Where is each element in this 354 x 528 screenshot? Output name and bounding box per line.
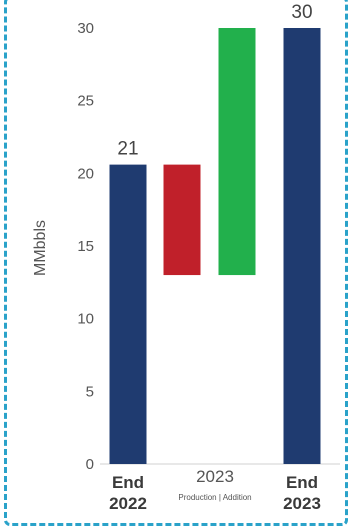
category-label-end-2022-line1: End: [112, 473, 144, 492]
y-tick-label: 0: [86, 456, 94, 473]
y-tick-label: 15: [77, 238, 94, 255]
category-label-end-2023-line2: 2023: [283, 494, 321, 513]
y-tick-label: 20: [77, 165, 94, 182]
y-axis-label: MMbbls: [32, 220, 49, 276]
data-label-3: 30: [291, 2, 312, 23]
y-tick-label: 25: [77, 93, 94, 110]
category-label-2023: 2023: [196, 467, 234, 486]
chart-frame: [4, 0, 348, 526]
category-label-end-2022-line2: 2022: [109, 494, 147, 513]
bar-3: [283, 28, 321, 464]
category-sublabel-production-addition: Production | Addition: [178, 493, 251, 502]
y-tick-label: 30: [77, 20, 94, 37]
bar-2: [218, 28, 256, 276]
y-axis-ticks: 0 5 10 15 20 25 30: [77, 20, 94, 473]
bar-1: [163, 164, 201, 276]
bar-0: [109, 164, 147, 464]
category-label-end-2023-line1: End: [286, 473, 318, 492]
y-tick-label: 5: [86, 383, 94, 400]
data-label-0: 21: [117, 139, 138, 160]
y-tick-label: 10: [77, 311, 94, 328]
data-labels: 21 30: [117, 2, 312, 160]
bars: [109, 28, 321, 464]
